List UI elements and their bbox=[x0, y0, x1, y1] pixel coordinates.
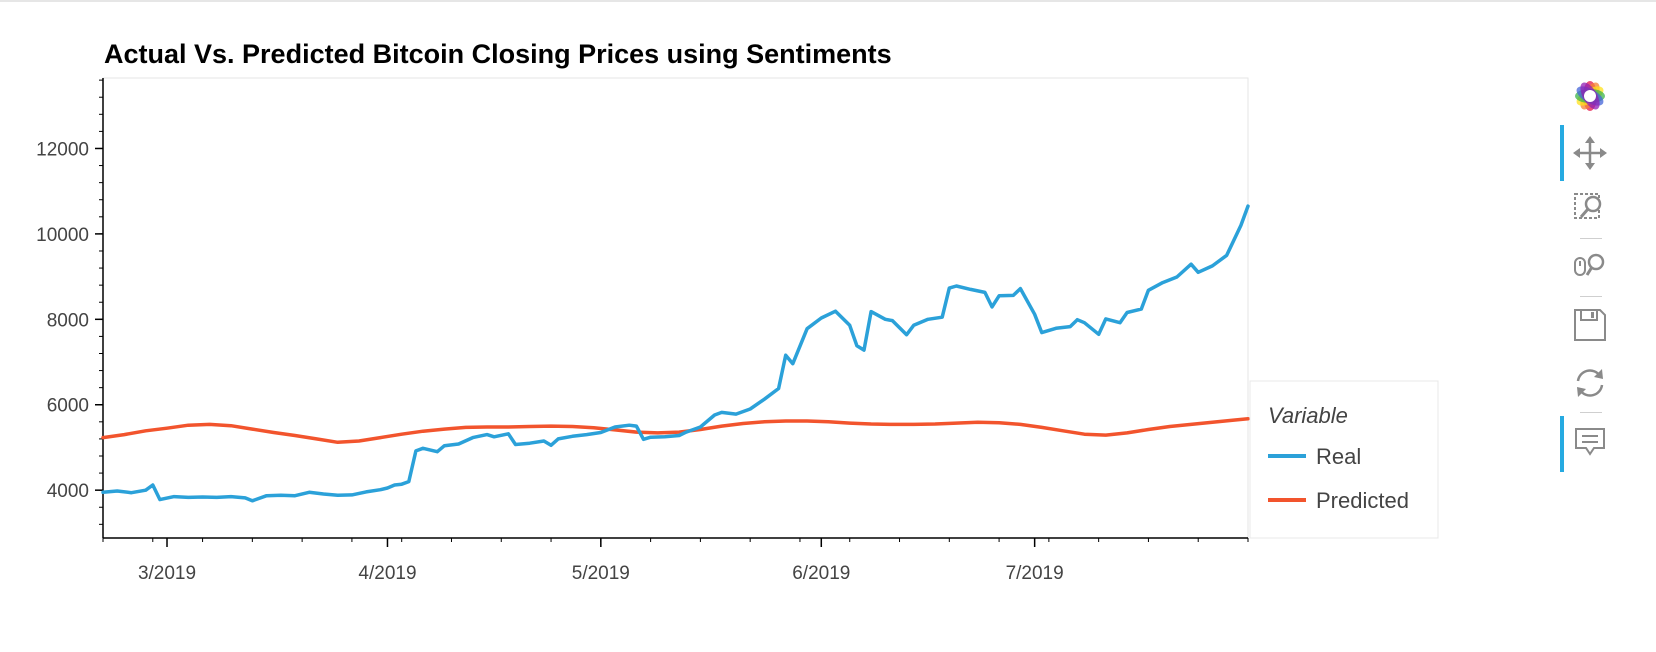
series-line-predicted bbox=[101, 417, 1250, 445]
top-divider bbox=[0, 0, 1656, 2]
wheel-zoom-icon[interactable] bbox=[1572, 248, 1608, 284]
legend-label-predicted: Predicted bbox=[1316, 488, 1409, 513]
plot-area[interactable] bbox=[102, 77, 1249, 539]
bokeh-logo-icon[interactable] bbox=[1572, 78, 1608, 114]
reset-icon[interactable] bbox=[1572, 365, 1608, 401]
legend-label-real: Real bbox=[1316, 444, 1361, 469]
active-inspect-indicator bbox=[1560, 416, 1564, 472]
pan-icon[interactable] bbox=[1572, 135, 1608, 171]
legend-title: Variable bbox=[1268, 403, 1348, 428]
x-tick-label: 5/2019 bbox=[572, 563, 630, 584]
x-tick-label: 3/2019 bbox=[138, 563, 196, 584]
toolbar-separator bbox=[1580, 238, 1602, 239]
y-tick-label: 4000 bbox=[47, 481, 89, 502]
y-tick-label: 6000 bbox=[47, 396, 89, 417]
x-tick-label: 4/2019 bbox=[358, 563, 416, 584]
toolbar-separator bbox=[1580, 296, 1602, 297]
save-icon[interactable] bbox=[1572, 307, 1608, 343]
legend: Variable Real Predicted bbox=[1249, 380, 1439, 539]
series-lines bbox=[101, 204, 1250, 503]
chart-title: Actual Vs. Predicted Bitcoin Closing Pri… bbox=[104, 39, 892, 69]
active-drag-indicator bbox=[1560, 125, 1564, 181]
toolbar-separator bbox=[1580, 412, 1602, 413]
y-tick-label: 10000 bbox=[36, 225, 89, 246]
y-tick-label: 8000 bbox=[47, 310, 89, 331]
x-tick-label: 6/2019 bbox=[792, 563, 850, 584]
box-zoom-icon[interactable] bbox=[1572, 190, 1608, 226]
series-line-real bbox=[101, 204, 1250, 503]
hover-icon[interactable] bbox=[1572, 424, 1608, 460]
axes: 4000 6000 8000 10000 12000 3/2019 4/2019 5/2019… bbox=[36, 78, 1249, 584]
legend-box bbox=[1249, 380, 1439, 539]
x-tick-label: 7/2019 bbox=[1006, 563, 1064, 584]
toolbar bbox=[1560, 78, 1620, 508]
y-tick-label: 12000 bbox=[36, 139, 89, 160]
